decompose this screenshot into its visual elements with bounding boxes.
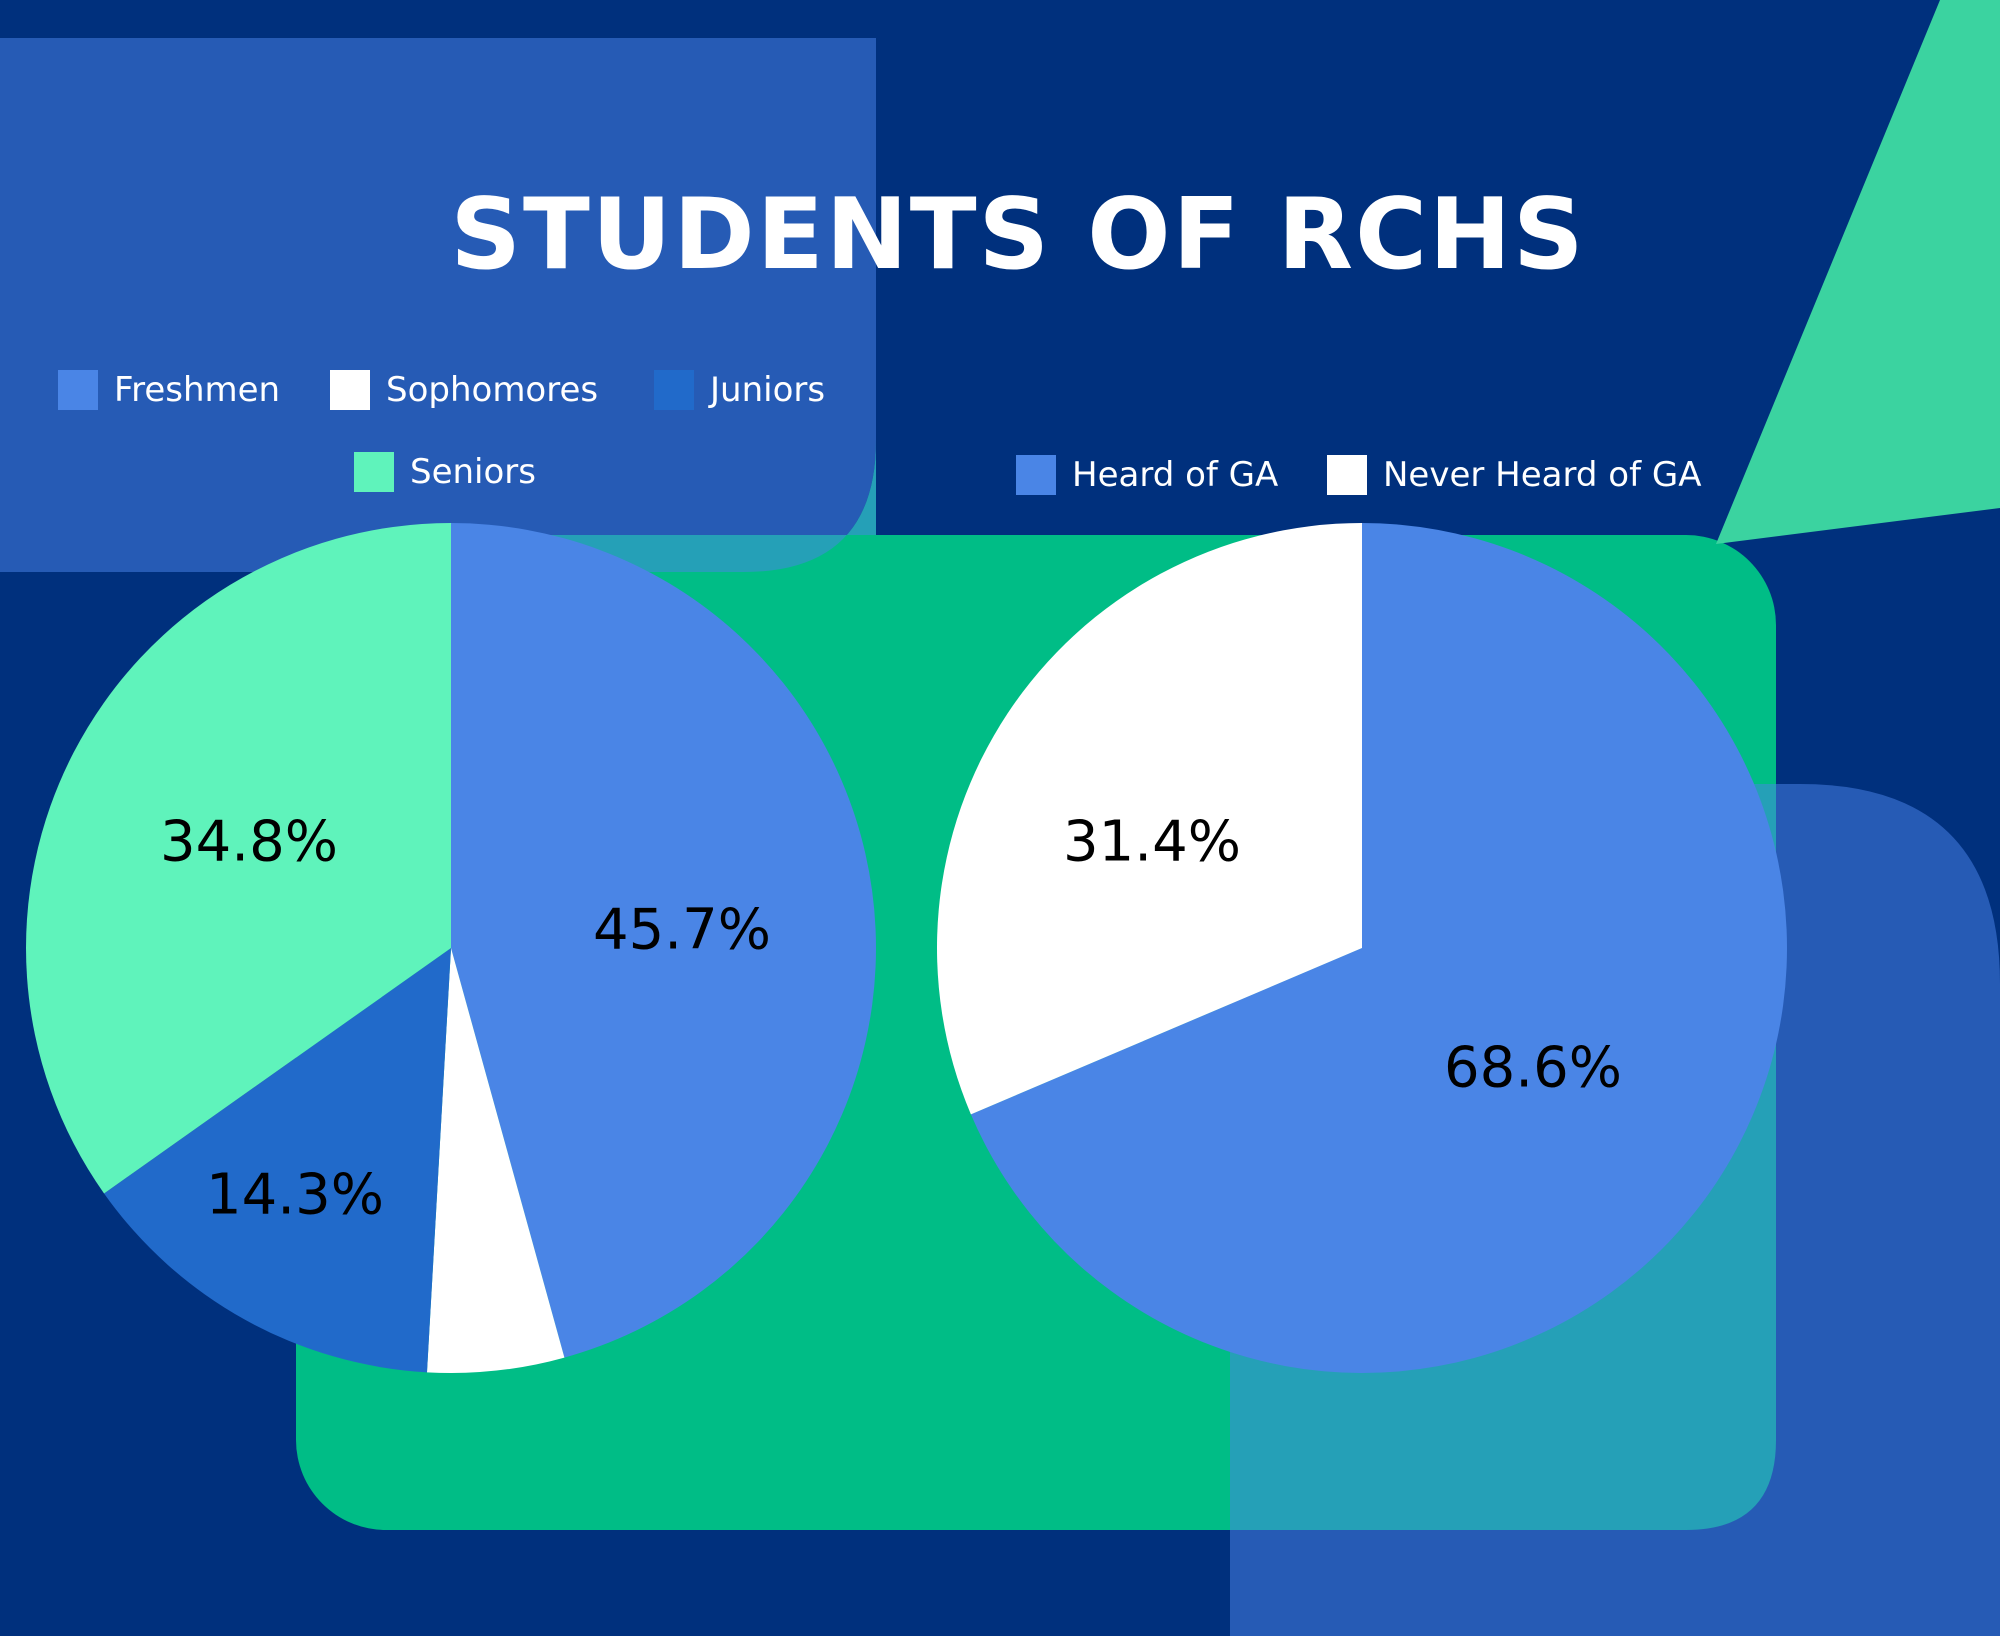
ga-awareness-pie — [937, 523, 1788, 1373]
accent-triangle — [1716, 0, 2000, 544]
legend-swatch-juniors — [654, 370, 694, 410]
slice-label-juniors: 14.3% — [206, 1162, 384, 1228]
pie-slice-seniors — [26, 523, 452, 1194]
slice-label-seniors: 34.8% — [160, 809, 338, 875]
pie-slice-never-heard-of-ga — [937, 523, 1362, 1115]
legend-item-freshmen: Freshmen — [58, 370, 280, 410]
pie-slice-sophomores — [426, 948, 565, 1373]
legend-item-seniors: Seniors — [354, 452, 536, 492]
legend-swatch-heard-of-ga — [1016, 455, 1056, 495]
legend-label-seniors: Seniors — [410, 452, 536, 492]
slice-label-freshmen: 45.7% — [593, 897, 771, 963]
legend-swatch-freshmen — [58, 370, 98, 410]
legend-label-freshmen: Freshmen — [114, 370, 281, 410]
legend-swatch-seniors — [354, 452, 394, 492]
legend-label-never-heard-of-ga: Never Heard of GA — [1383, 455, 1702, 495]
page-title: STUDENTS OF RCHS — [450, 178, 1586, 292]
legend-item-sophomores: Sophomores — [330, 370, 598, 410]
legend-item-juniors: Juniors — [654, 370, 825, 410]
legend-label-sophomores: Sophomores — [386, 370, 599, 410]
pie-slice-juniors — [104, 948, 451, 1373]
legend-label-heard-of-ga: Heard of GA — [1072, 455, 1279, 495]
legend-item-never-heard-of-ga: Never Heard of GA — [1327, 455, 1701, 495]
legend-swatch-never-heard-of-ga — [1327, 455, 1367, 495]
slice-label-heard-of-ga: 68.6% — [1444, 1035, 1622, 1101]
legend-item-heard-of-ga: Heard of GA — [1016, 455, 1278, 495]
pie-slice-freshmen — [451, 523, 876, 1358]
background-overlap-teal-top — [510, 440, 876, 572]
pie-slice-heard-of-ga — [970, 523, 1788, 1373]
class-year-pie — [26, 523, 876, 1373]
slice-label-never-heard-of-ga: 31.4% — [1063, 809, 1241, 875]
legend-label-juniors: Juniors — [710, 370, 826, 410]
background-panel-top-left — [0, 38, 876, 572]
legend-swatch-sophomores — [330, 370, 370, 410]
